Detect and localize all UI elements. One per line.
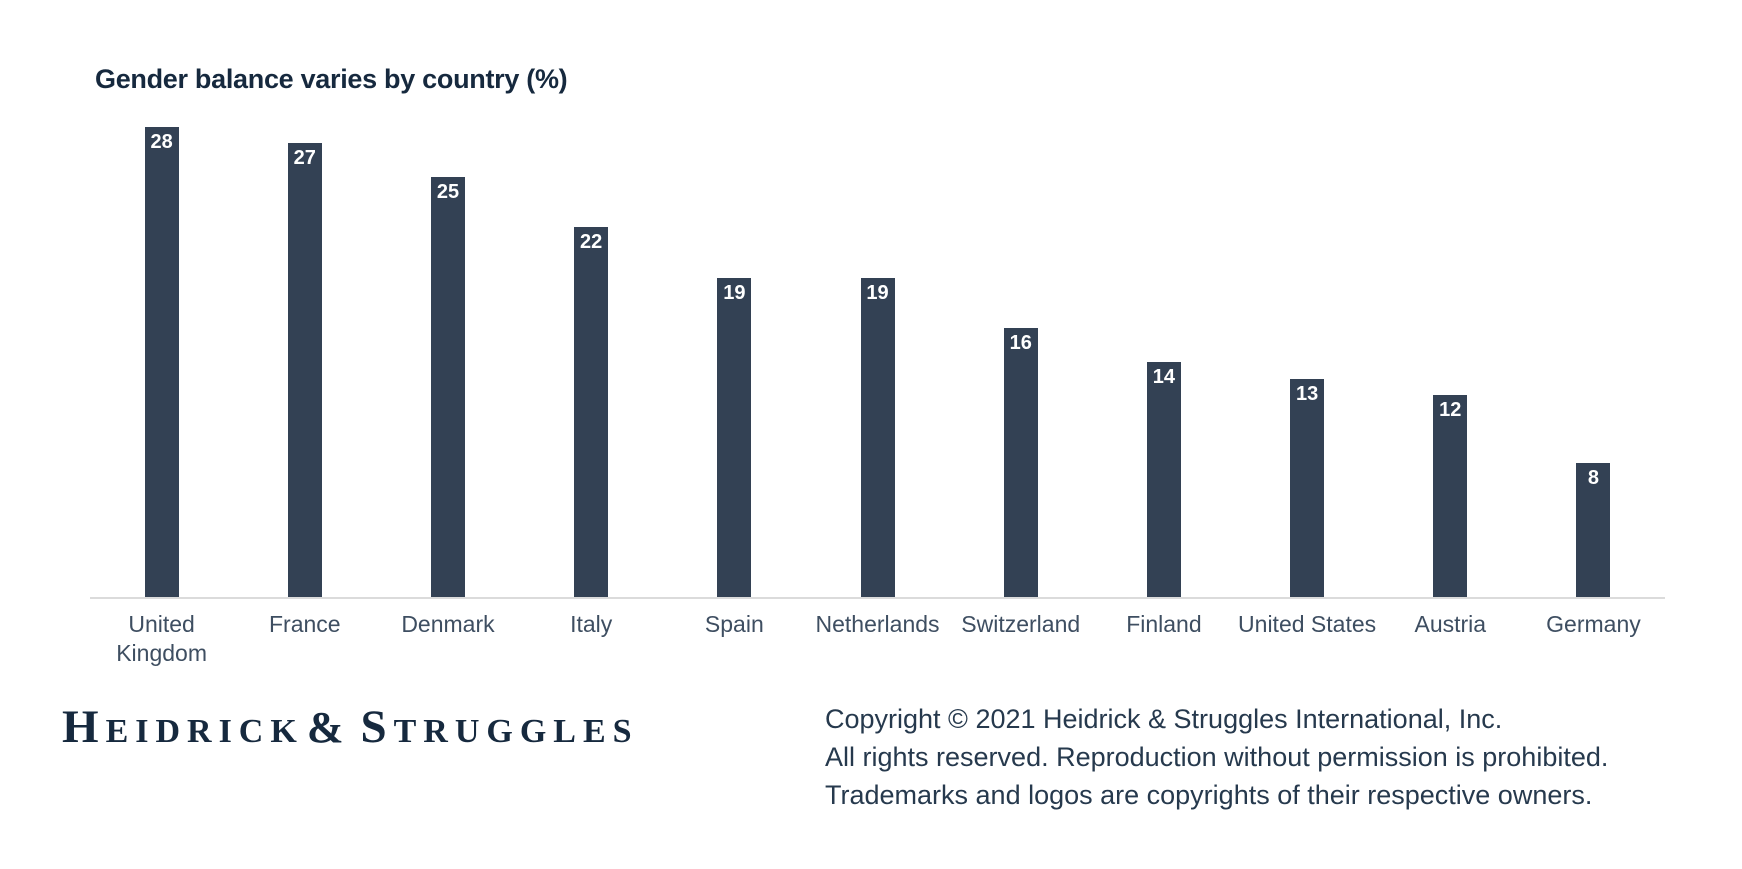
bar: 22: [574, 227, 609, 597]
bar-value-label: 19: [866, 281, 889, 304]
x-axis-label: Spain: [704, 611, 764, 637]
x-axis-label: Netherlands: [815, 611, 940, 637]
x-axis-label: Switzerland: [961, 611, 1081, 637]
bar: 13: [1290, 378, 1325, 597]
bar-column: 14: [1092, 99, 1235, 597]
bar: 12: [1433, 395, 1468, 597]
bar: 27: [287, 143, 322, 597]
company-logo: HEIDRICK& STRUGGLES: [62, 700, 639, 754]
bar: 14: [1146, 361, 1181, 597]
ampersand: &: [306, 703, 351, 752]
logo-letter: S: [360, 701, 394, 753]
x-axis-label: United Kingdom: [116, 611, 207, 666]
x-axis-label: United States: [1238, 611, 1377, 637]
bar-column: 8: [1522, 99, 1665, 597]
bar-column: 16: [949, 99, 1092, 597]
bar-value-label: 13: [1295, 382, 1319, 405]
bar-value-label: 12: [1439, 399, 1462, 422]
bar-value-label: 8: [1587, 466, 1600, 489]
x-axis-label: Denmark: [401, 611, 495, 637]
bar-column: 13: [1236, 99, 1379, 597]
bar-value-label: 28: [150, 130, 173, 153]
bar-value-label: 25: [436, 181, 460, 203]
bar-value-label: 16: [1009, 332, 1032, 355]
bar-value-label: 27: [293, 147, 316, 170]
bar: 19: [717, 277, 752, 597]
bar-value-label: 19: [723, 281, 746, 304]
bar-column: 28: [90, 99, 233, 597]
x-axis-label: Italy: [570, 611, 613, 637]
bar-column: 22: [520, 99, 663, 597]
chart-title: Gender balance varies by country (%): [95, 64, 568, 94]
x-axis-label: Austria: [1414, 611, 1487, 637]
x-axis-label: Germany: [1546, 611, 1641, 637]
bar-column: 19: [806, 99, 949, 597]
logo-letters: EIDRICK: [105, 713, 304, 750]
x-axis-label: Finland: [1126, 611, 1202, 637]
bar-column: 19: [663, 99, 806, 597]
copyright-line: All rights reserved. Reproduction withou…: [825, 742, 1609, 772]
bar-column: 25: [376, 99, 519, 597]
bar: 28: [144, 126, 179, 597]
x-axis-labels: United Kingdom France Denmark Italy Spain Net…: [90, 610, 1665, 668]
plot-area: 28 27 25 22 19 19 16 14 13 12 8: [90, 99, 1665, 599]
bar-value-label: 14: [1152, 365, 1176, 388]
logo-letter: H: [62, 701, 106, 753]
bar: 25: [430, 177, 465, 597]
bar-column: 27: [233, 99, 376, 597]
logo-letters: TRUGGLES: [393, 713, 639, 750]
bar: 8: [1576, 462, 1611, 597]
bar: 16: [1003, 328, 1038, 597]
copyright-line: Trademarks and logos are copyrights of t…: [825, 780, 1593, 810]
x-axis-label: France: [268, 611, 341, 637]
copyright-line: Copyright © 2021 Heidrick & Struggles In…: [825, 704, 1503, 734]
copyright-text: Copyright © 2021 Heidrick & Struggles In…: [825, 700, 1608, 814]
bar-value-label: 22: [580, 231, 603, 254]
bar-column: 12: [1379, 99, 1522, 597]
bar: 19: [860, 277, 895, 597]
